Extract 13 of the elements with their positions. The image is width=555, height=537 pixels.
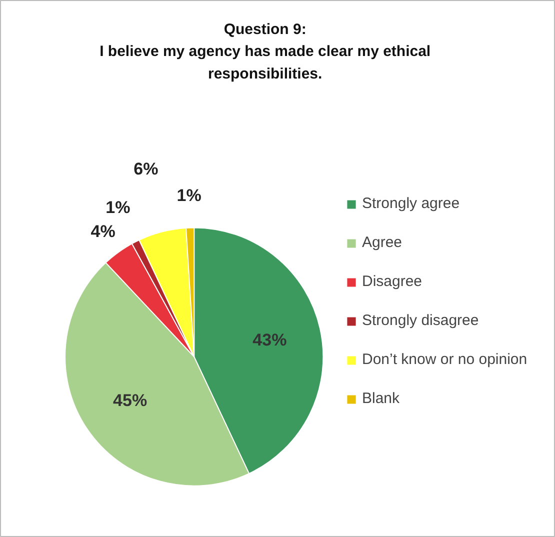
legend-label: Agree (362, 234, 402, 251)
legend-label: Strongly agree (362, 195, 460, 212)
data-label: 6% (134, 160, 158, 179)
data-label: 43% (252, 330, 287, 350)
legend-label: Don’t know or no opinion (362, 351, 528, 368)
data-label: 4% (90, 222, 116, 241)
data-label: 1% (106, 198, 130, 217)
legend-label: Disagree (362, 273, 422, 290)
data-label: 45% (113, 390, 148, 410)
legend-label: Strongly disagree (362, 312, 479, 329)
chart-title: Question 9: I believe my agency has made clear my ethical responsibilities. (100, 21, 431, 82)
data-label: 1% (176, 186, 202, 205)
legend-label: Blank (362, 390, 400, 407)
